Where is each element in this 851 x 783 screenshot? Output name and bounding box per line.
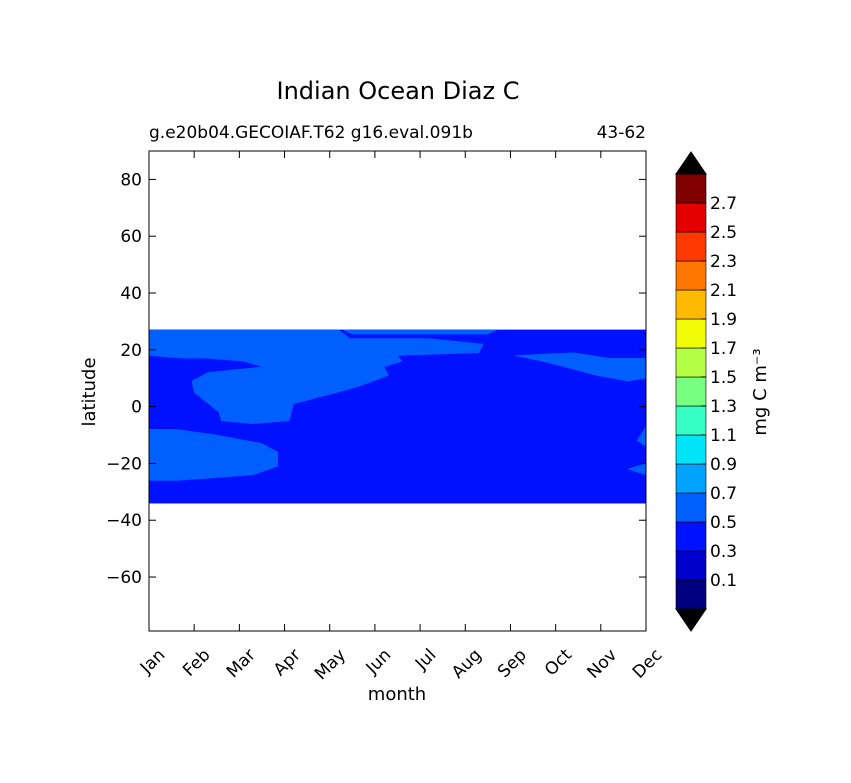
- x-tick-label: Aug: [448, 645, 486, 683]
- x-tick-label: Jan: [136, 645, 169, 678]
- x-tick-label: Oct: [541, 645, 576, 680]
- colorbar-tick-label: 0.9: [710, 455, 737, 475]
- colorbar-tick-label: 2.1: [710, 281, 737, 301]
- x-tick-label: Mar: [223, 645, 260, 682]
- y-tick-label: −40: [106, 511, 142, 531]
- y-tick-label: 80: [120, 170, 142, 190]
- x-tick-label: Feb: [179, 645, 214, 680]
- colorbar-under-arrow: [675, 608, 707, 632]
- contour-region-may-blob: [274, 355, 394, 396]
- y-tick-label: −60: [106, 568, 142, 588]
- colorbar-tick-label: 0.3: [710, 542, 737, 562]
- colorbar-segment: [675, 550, 707, 581]
- colorbar-over-arrow: [675, 151, 707, 175]
- colorbar-tick-label: 0.7: [710, 484, 737, 504]
- contour-region-east-blob: [514, 352, 646, 382]
- colorbar-segment: [675, 347, 707, 378]
- chart-title: Indian Ocean Diaz C: [277, 77, 520, 105]
- colorbar-segment: [675, 173, 707, 204]
- colorbar-tick-label: 2.5: [710, 223, 737, 243]
- colorbar-tick-label: 0.1: [710, 571, 737, 591]
- colorbar-segment: [675, 463, 707, 494]
- contour-region-jul-strip: [343, 329, 498, 335]
- contour-region-east-edge-mid: [636, 426, 646, 447]
- x-tick-label: Jun: [362, 645, 396, 679]
- colorbar-segment: [675, 318, 707, 349]
- colorbar-tick-label: 1.9: [710, 310, 737, 330]
- contour-region-east-edge-south: [627, 463, 646, 476]
- plot-frame: [148, 150, 647, 632]
- y-tick-label: −20: [106, 454, 142, 474]
- colorbar: 0.1 0.3 0.5 0.7 0.9 1.1 1.3 1.5 1.7 1.9 2.1 2.3 2.5 2…: [675, 151, 737, 632]
- x-tick-label: Jul: [411, 645, 440, 674]
- colorbar-segment: [675, 492, 707, 523]
- colorbar-tick-label: 2.3: [710, 252, 737, 272]
- y-tick-label: 60: [120, 227, 142, 247]
- colorbar-tick-label: 0.5: [710, 513, 737, 533]
- colorbar-label: mg C m⁻³: [750, 348, 771, 435]
- colorbar-segment: [675, 521, 707, 552]
- colorbar-tick-label: 2.7: [710, 194, 737, 214]
- colorbar-segment: [675, 231, 707, 262]
- x-tick-label: Nov: [584, 645, 622, 683]
- plot-area: [149, 329, 646, 504]
- colorbar-segment: [675, 260, 707, 291]
- x-tick-label: May: [311, 645, 350, 684]
- y-tick-label: 0: [131, 398, 142, 418]
- colorbar-tick-label: 1.7: [710, 339, 737, 359]
- y-axis: 80 60 40 20 0 −20 −40 −60: [106, 170, 646, 588]
- chart-subtitle-left: g.e20b04.GECOIAF.T62 g16.eval.091b: [149, 123, 473, 143]
- colorbar-segment: [675, 376, 707, 407]
- y-tick-label: 20: [120, 341, 142, 361]
- chart-subtitle-right: 43-62: [597, 123, 646, 143]
- x-axis-label: month: [368, 684, 426, 705]
- x-tick-label: Dec: [629, 645, 666, 682]
- y-tick-label: 40: [120, 284, 142, 304]
- contour-region-south-west-band: [149, 429, 279, 481]
- colorbar-tick-label: 1.3: [710, 397, 737, 417]
- colorbar-segment: [675, 202, 707, 233]
- colorbar-segment: [675, 434, 707, 465]
- colorbar-tick-label: 1.1: [710, 426, 737, 446]
- colorbar-segment: [675, 579, 707, 610]
- x-tick-label: Apr: [270, 645, 305, 680]
- colorbar-segment: [675, 405, 707, 436]
- colorbar-tick-label: 1.5: [710, 368, 737, 388]
- y-axis-label: latitude: [79, 357, 100, 426]
- x-tick-label: Sep: [494, 645, 531, 682]
- colorbar-segment: [675, 289, 707, 320]
